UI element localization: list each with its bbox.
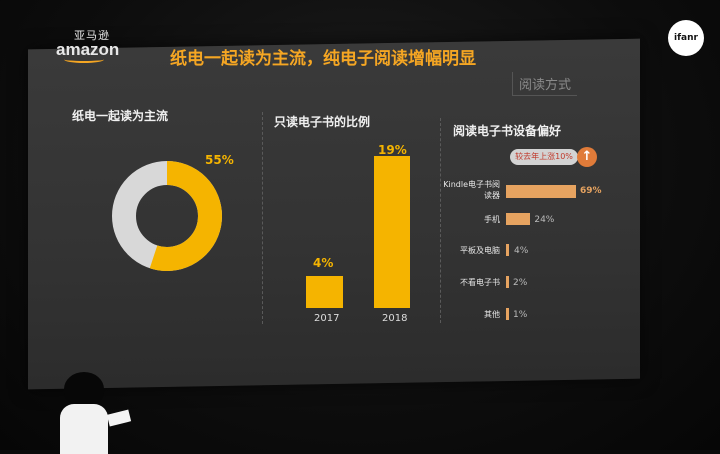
growth-badge: 较去年上涨10% xyxy=(510,149,578,165)
donut-chart xyxy=(112,161,222,271)
donut-value-segment xyxy=(112,161,222,271)
bars-title: 只读电子书的比例 xyxy=(274,115,371,129)
device-value-other: 1% xyxy=(513,310,528,320)
presenter-body xyxy=(60,404,108,454)
logo-english: amazon xyxy=(56,40,120,59)
bar-2017-year: 2017 xyxy=(314,313,340,324)
device-bar-other xyxy=(506,308,509,320)
device-value-none: 2% xyxy=(513,278,528,288)
device-bar-kindle xyxy=(506,185,576,198)
donut-title: 纸电一起读为主流 xyxy=(72,109,169,123)
device-bar-tablet xyxy=(506,244,509,256)
bar-2018-year: 2018 xyxy=(382,313,408,324)
donut-value-label: 55% xyxy=(205,153,234,167)
device-bar-phone xyxy=(506,213,531,225)
ifanr-watermark: ifanr xyxy=(668,20,704,56)
device-label-tablet: 平板及电脑 xyxy=(460,246,500,255)
device-label-other: 其他 xyxy=(484,310,500,319)
logo-chinese: 亚马逊 xyxy=(74,29,110,42)
presenter-hair xyxy=(64,372,104,406)
device-bar-none xyxy=(506,276,509,288)
amazon-logo: 亚马逊 amazon xyxy=(56,30,119,63)
divider-left xyxy=(262,112,263,324)
device-value-phone: 24% xyxy=(534,215,555,225)
device-label-phone: 手机 xyxy=(484,215,500,224)
devices-title: 阅读电子书设备偏好 xyxy=(453,124,562,138)
slide-headline: 纸电一起读为主流，纯电子阅读增幅明显 xyxy=(170,49,476,69)
logo-smile-icon xyxy=(64,56,104,63)
bar-2018-value-label: 19% xyxy=(378,143,407,157)
device-label-none: 不看电子书 xyxy=(460,278,500,287)
bar-2017-value-label: 4% xyxy=(313,256,334,270)
divider-right xyxy=(440,118,441,323)
section-tag: 阅读方式 xyxy=(512,72,578,96)
device-value-tablet: 4% xyxy=(514,246,529,256)
device-label-kindle: Kindle电子书阅读器 xyxy=(443,180,500,200)
bar-2017 xyxy=(306,276,343,308)
arrow-up-icon: ↑ xyxy=(577,147,597,167)
device-value-kindle: 69% xyxy=(580,186,602,196)
bar-2018 xyxy=(374,156,410,308)
